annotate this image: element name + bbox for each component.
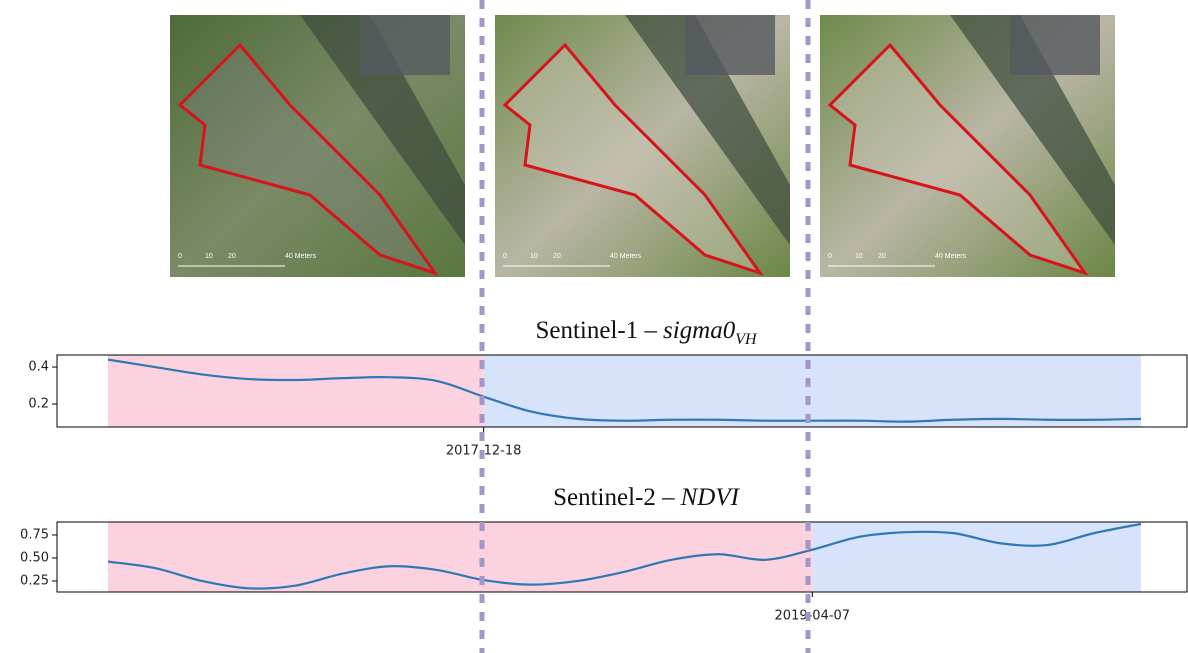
period-region bbox=[484, 355, 1141, 427]
scale-label: 10 bbox=[855, 253, 863, 260]
scale-label: 0 bbox=[503, 253, 507, 260]
chart: Sentinel-2 –NDVI 0.25 0.50 0.75 2019-04-07 bbox=[20, 484, 1187, 624]
y-tick-label: 0.4 bbox=[28, 360, 49, 375]
aerial-image: 0 10 20 40 Meters bbox=[170, 15, 465, 277]
building bbox=[360, 15, 450, 75]
building bbox=[1010, 15, 1100, 75]
aerial-image: 0 10 20 40 Meters bbox=[495, 15, 790, 277]
title-italic: NDVI bbox=[680, 484, 741, 511]
title-text: Sentinel-2 – bbox=[553, 484, 675, 511]
scale-label: 0 bbox=[828, 253, 832, 260]
chart-title: Sentinel-2 –NDVI bbox=[553, 484, 741, 511]
scale-label: 20 bbox=[553, 253, 561, 260]
figure: 0 10 20 40 Meters 0 10 20 40 Meters 0 10 20 40 Mete… bbox=[0, 0, 1188, 653]
title-italic: sigma0 bbox=[663, 317, 736, 344]
building bbox=[685, 15, 775, 75]
scale-label: 20 bbox=[228, 253, 236, 260]
chart-title: Sentinel-1 –sigma0VH bbox=[535, 317, 758, 348]
scale-label: 20 bbox=[878, 253, 886, 260]
scale-label: 40 Meters bbox=[610, 253, 642, 260]
y-tick-label: 0.50 bbox=[20, 550, 49, 565]
period-region bbox=[108, 522, 812, 592]
scale-label: 0 bbox=[178, 253, 182, 260]
period-region bbox=[812, 522, 1141, 592]
period-region bbox=[108, 355, 484, 427]
y-tick-label: 0.2 bbox=[28, 397, 49, 412]
scale-label: 40 Meters bbox=[285, 253, 317, 260]
aerial-image: 0 10 20 40 Meters bbox=[820, 15, 1115, 277]
y-tick-label: 0.75 bbox=[20, 527, 49, 542]
y-tick-label: 0.25 bbox=[20, 573, 49, 588]
scale-label: 40 Meters bbox=[935, 253, 967, 260]
scale-label: 10 bbox=[530, 253, 538, 260]
scale-label: 10 bbox=[205, 253, 213, 260]
title-text: Sentinel-1 – bbox=[535, 317, 657, 344]
x-tick-label: 2019-04-07 bbox=[775, 609, 851, 624]
title-subscript: VH bbox=[735, 331, 758, 348]
